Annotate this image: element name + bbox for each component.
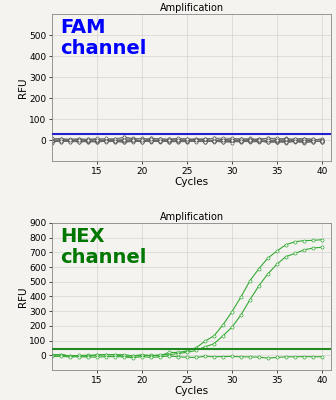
- X-axis label: Cycles: Cycles: [174, 177, 209, 187]
- Y-axis label: RFU: RFU: [18, 286, 28, 307]
- X-axis label: Cycles: Cycles: [174, 386, 209, 396]
- Text: FAM
channel: FAM channel: [60, 18, 147, 58]
- Text: HEX
channel: HEX channel: [60, 227, 147, 267]
- Title: Amplification: Amplification: [160, 212, 223, 222]
- Title: Amplification: Amplification: [160, 3, 223, 13]
- Y-axis label: RFU: RFU: [18, 77, 28, 98]
